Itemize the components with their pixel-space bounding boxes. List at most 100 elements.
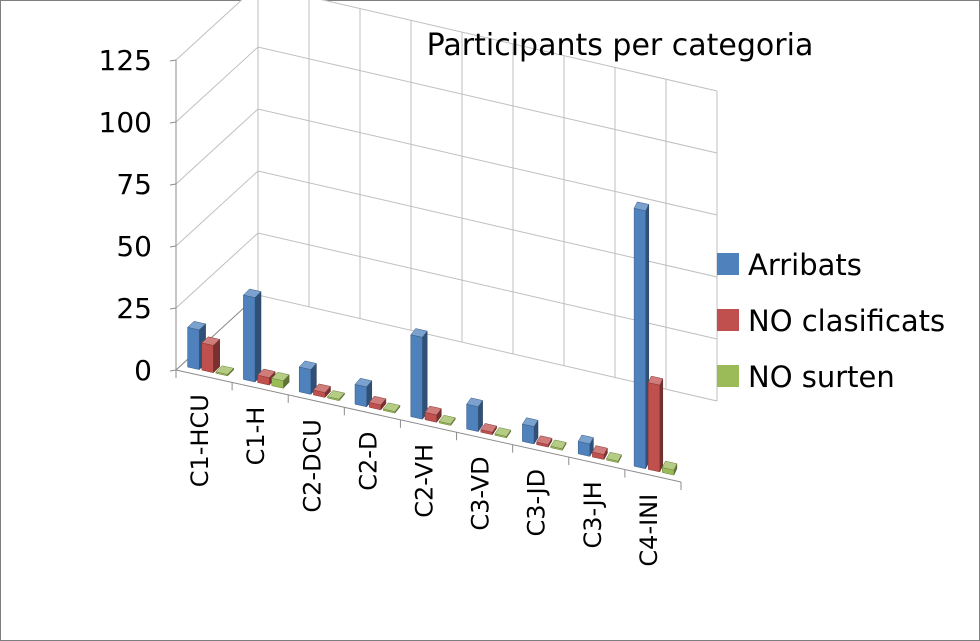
bar-top — [312, 383, 331, 393]
bar — [521, 417, 539, 445]
bar-top — [354, 377, 373, 388]
bar-top — [480, 423, 498, 433]
bar-top — [577, 434, 594, 445]
bar-top — [187, 321, 207, 331]
bar-top — [633, 201, 650, 212]
legend-swatch — [717, 253, 739, 275]
grid-horizontal — [175, 232, 718, 340]
grid-horizontal — [175, 46, 718, 154]
bar — [438, 414, 456, 427]
grid-horizontal — [175, 0, 718, 92]
bar — [550, 439, 567, 452]
bar-top — [201, 336, 221, 346]
bar-top — [382, 402, 401, 412]
bar — [424, 405, 442, 424]
bar-front — [522, 423, 535, 445]
bar-top — [550, 439, 567, 450]
bar-top — [424, 405, 442, 416]
bar-top — [647, 375, 664, 386]
bar-top — [494, 427, 512, 437]
x-tick-label: C3-JD — [523, 469, 551, 537]
x-tick-label: C2-DCU — [298, 419, 326, 512]
bar-front — [354, 384, 367, 408]
bar-front — [410, 334, 423, 420]
bar — [242, 288, 262, 383]
legend: Arribats NO clasificats NO surten — [717, 248, 945, 394]
x-axis — [175, 369, 682, 483]
bar-top — [606, 451, 622, 462]
x-tick-label: C3-VD — [467, 456, 495, 530]
y-tick-label: 0 — [134, 354, 152, 387]
y-tick-mark — [169, 59, 177, 62]
y-tick-mark — [169, 307, 177, 310]
bar-side — [659, 378, 664, 473]
bar — [494, 427, 512, 439]
bar-front — [298, 366, 312, 395]
bar — [271, 371, 290, 389]
bar-top — [271, 371, 290, 382]
bar-top — [257, 368, 276, 378]
bar — [647, 375, 664, 473]
bar — [187, 321, 207, 371]
bar-front — [187, 326, 200, 370]
x-tick-label: C1-H — [242, 407, 270, 466]
y-tick-label: 50 — [116, 230, 152, 263]
legend-label: Arribats — [748, 248, 862, 282]
bar — [480, 423, 498, 436]
bar-side — [254, 290, 262, 383]
y-tick-label: 25 — [116, 292, 152, 325]
legend-swatch — [717, 309, 739, 331]
x-tick-label: C3-JH — [579, 481, 607, 548]
bar-top — [298, 360, 317, 370]
legend-label: NO surten — [748, 360, 895, 394]
bar-front — [647, 382, 661, 473]
x-tick-label: C2-VH — [411, 444, 439, 518]
labels: 0 25 50 75 100 125 C1-HCU C1-H C2-DCU C2-D C2-VH C3… — [99, 44, 663, 567]
bar-top — [242, 288, 262, 298]
bar — [327, 390, 345, 402]
y-tick-mark — [169, 183, 177, 186]
bar-top — [521, 417, 539, 427]
bar-top — [536, 435, 553, 445]
bar — [298, 360, 317, 396]
bars — [187, 201, 678, 476]
bar — [201, 336, 221, 374]
bar — [661, 460, 678, 476]
y-tick-mark — [169, 121, 177, 124]
bar — [368, 395, 387, 411]
legend-swatch — [717, 365, 739, 387]
y-tick-mark — [169, 245, 177, 248]
bar-top — [466, 397, 484, 408]
bar — [577, 434, 594, 458]
grid-horizontal — [175, 170, 718, 278]
bar-top — [410, 328, 428, 338]
bar-front — [243, 294, 256, 383]
grid-horizontal — [175, 108, 718, 216]
bar — [606, 451, 622, 464]
bar — [354, 377, 373, 408]
chart-title: Participants per categoria — [427, 28, 814, 63]
bar — [410, 328, 428, 420]
back-wall — [258, 0, 717, 401]
bar-top — [327, 390, 345, 400]
y-tick-label: 75 — [116, 168, 152, 201]
bar-top — [438, 414, 456, 425]
bar-top — [215, 365, 235, 375]
bar — [466, 397, 484, 433]
bar-side — [422, 330, 428, 420]
bar-front — [466, 403, 479, 432]
bar-top — [368, 395, 387, 406]
bar-top — [592, 445, 608, 455]
bar — [633, 201, 650, 470]
side-wall — [176, 0, 258, 370]
bar — [592, 445, 608, 460]
legend-label: NO clasificats — [748, 304, 945, 338]
bar-front — [201, 342, 214, 374]
gridlines — [169, 0, 718, 490]
bar — [536, 435, 553, 448]
y-tick-label: 125 — [99, 44, 152, 77]
bar — [312, 383, 331, 399]
bar — [382, 402, 401, 414]
x-tick-label: C1-HCU — [186, 394, 214, 487]
